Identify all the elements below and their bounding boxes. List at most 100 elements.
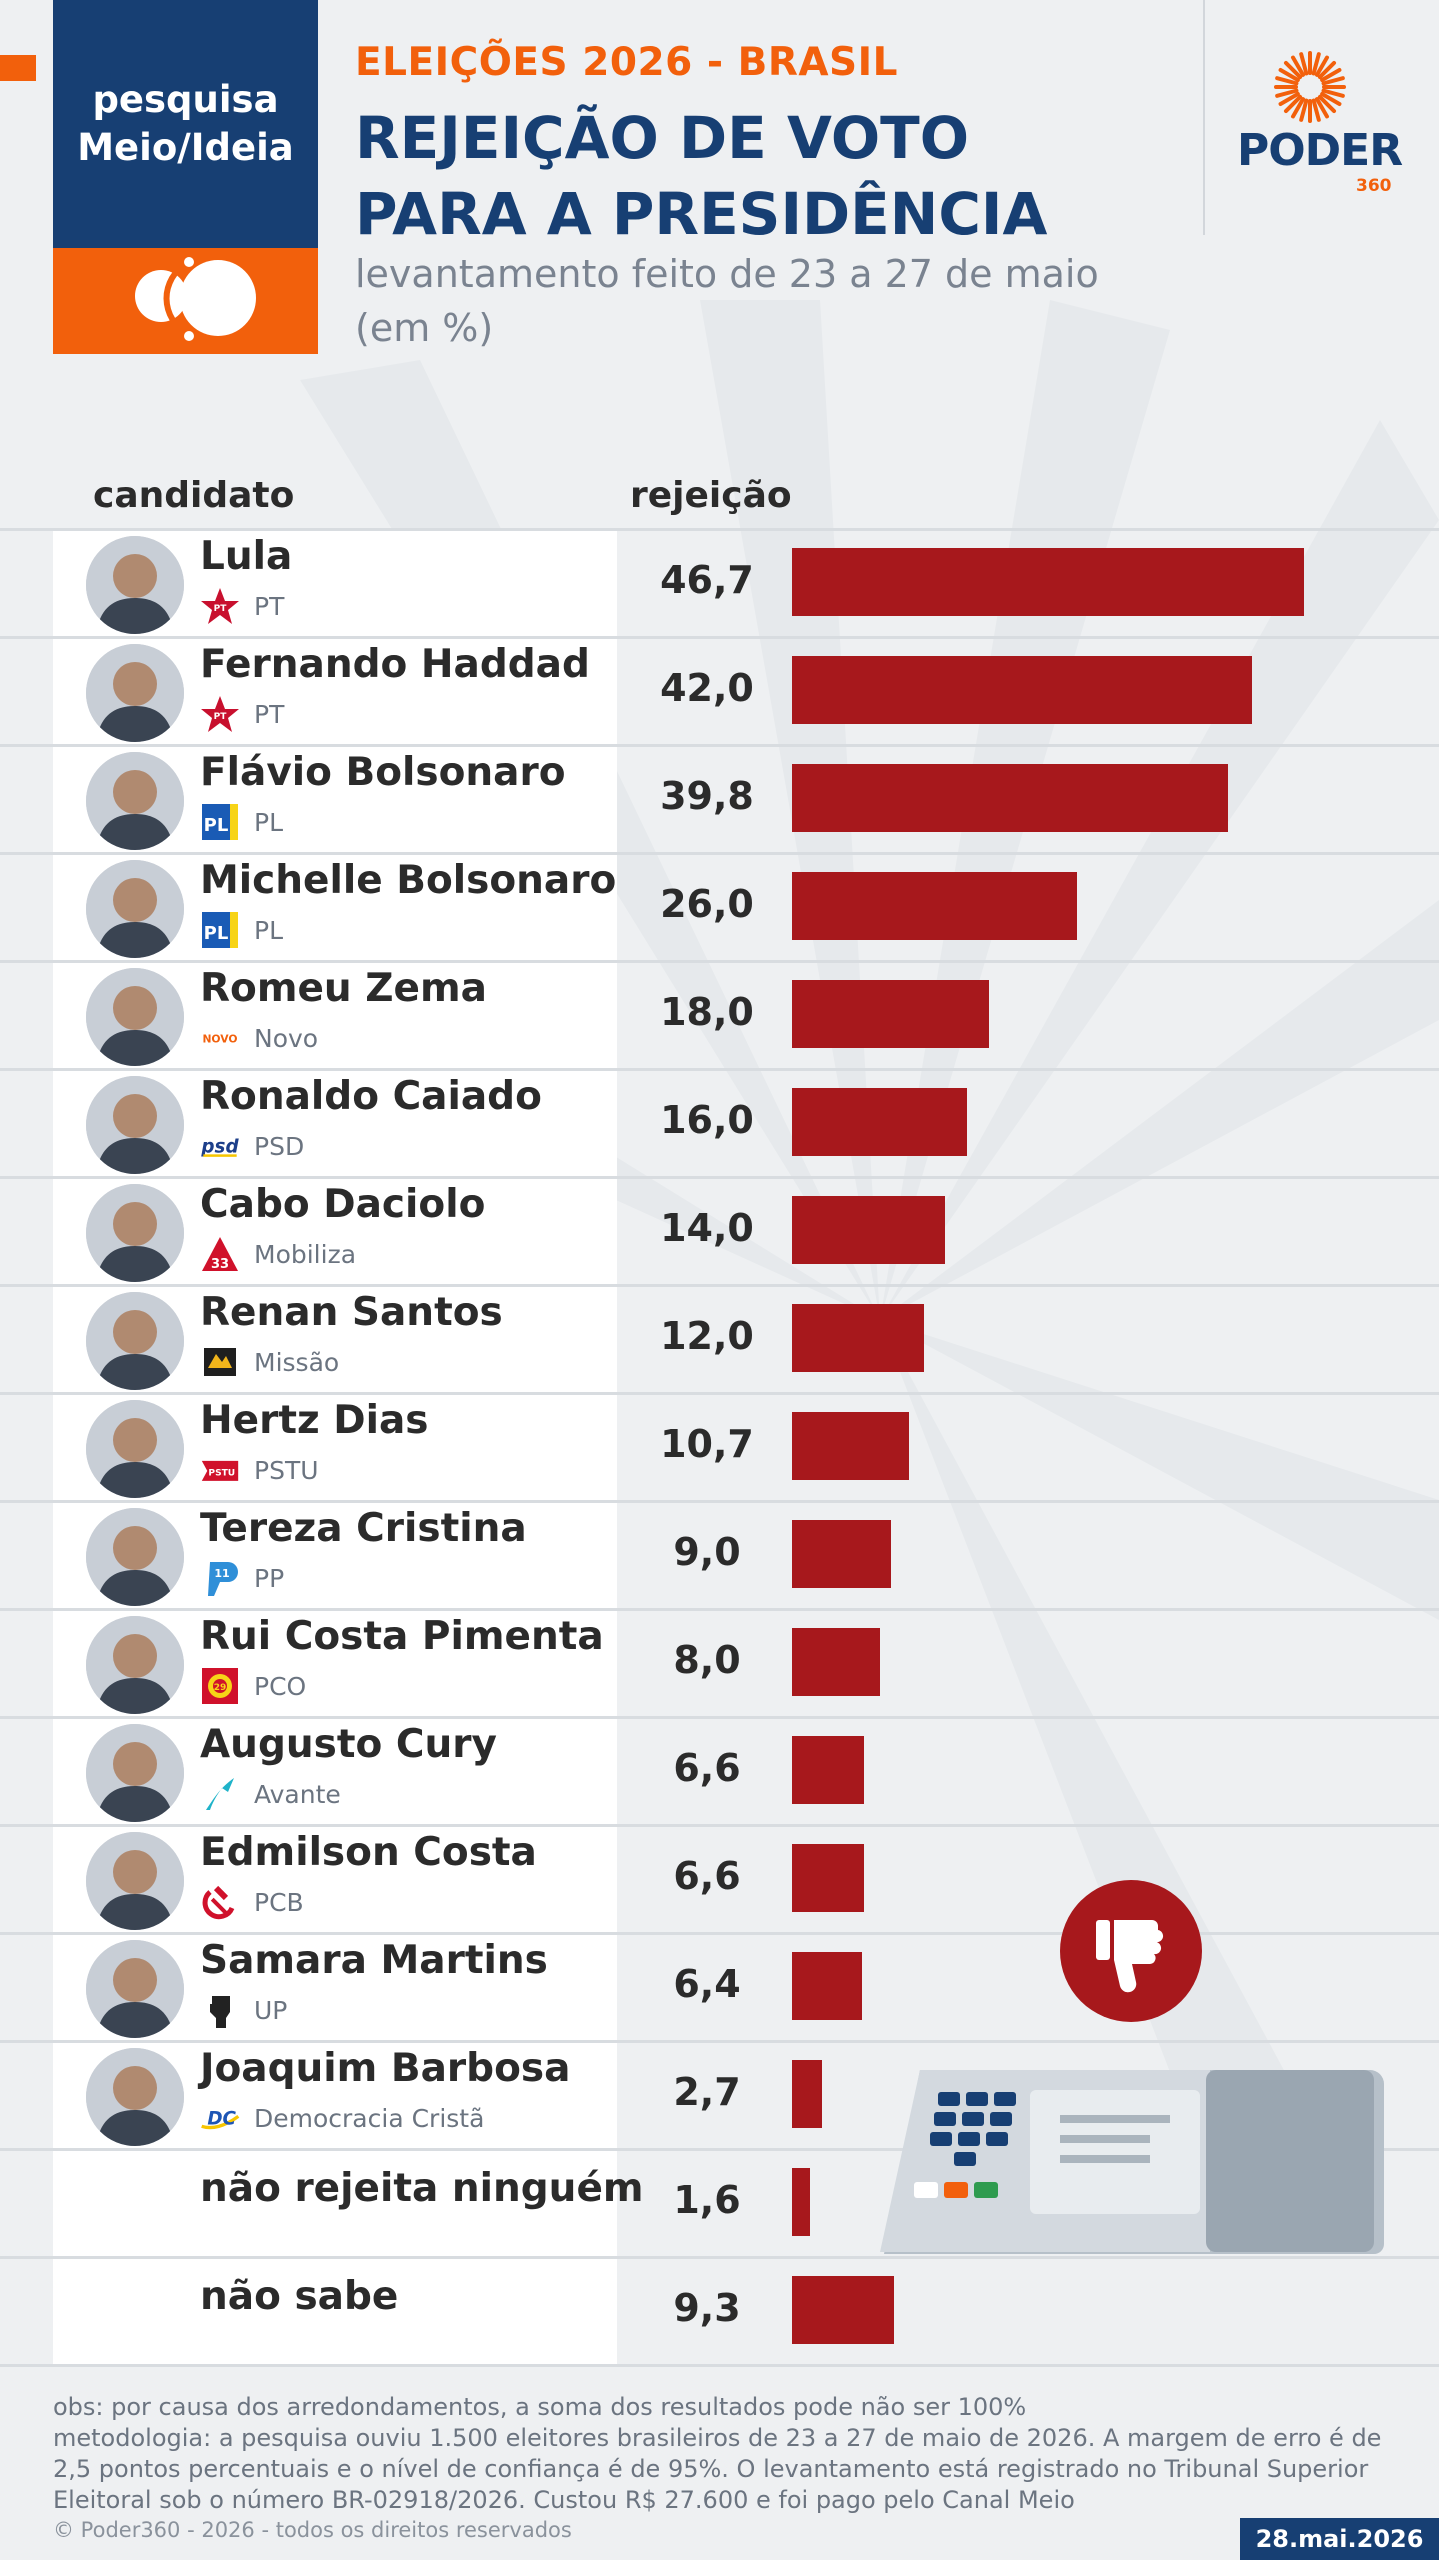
data-label: 9,3 [673,2286,741,2330]
row-divider [0,2256,1439,2259]
party-info: PT PT [200,586,284,626]
candidate-name: Fernando Haddad [200,642,590,687]
candidate-avatar [86,1400,184,1498]
raised-fist-icon [200,1990,240,2030]
table-row: Fernando Haddad PT PT 42,0 [0,636,1439,746]
candidate-name: Romeu Zema [200,966,487,1011]
row-divider [0,1392,1439,1395]
party-info: DC Democracia Cristã [200,2098,484,2138]
party-name: PSD [254,1131,305,1161]
missao-logo-icon [200,1342,240,1382]
poder-logo-number: 360 [1356,176,1392,196]
table-row: não sabe 9,3 [0,2256,1439,2366]
column-header-rejection: rejeição [630,475,792,516]
svg-text:DC: DC [207,2109,236,2130]
candidate-avatar [86,968,184,1066]
party-info: UP [200,1990,287,2030]
person-icon [86,1508,184,1606]
data-label: 10,7 [660,1422,754,1466]
party-info: 33 Mobiliza [200,1234,356,1274]
person-icon [86,1400,184,1498]
brand-line1: pesquisa [92,78,279,121]
candidate-name: não sabe [200,2274,399,2319]
brand-line2: Meio/Ideia [77,126,294,169]
data-label: 18,0 [660,990,754,1034]
row-divider [0,744,1439,747]
data-label: 2,7 [673,2070,741,2114]
meio-ideia-brand-box: pesquisa Meio/Ideia [53,0,318,354]
candidate-name: Ronaldo Caiado [200,1074,542,1119]
title-line2: PARA A PRESIDÊNCIA [355,180,1048,248]
party-name: PL [254,807,284,837]
bar [792,1088,967,1156]
person-icon [86,1940,184,2038]
subtitle-line2: (em %) [355,306,494,350]
data-label: 46,7 [660,558,754,602]
party-name: Mobiliza [254,1239,357,1269]
table-row: Samara Martins UP 6,4 [0,1932,1439,2042]
party-info: 11 PP [200,1558,284,1598]
data-label: 9,0 [673,1530,741,1574]
table-row: Cabo Daciolo 33 Mobiliza 14,0 [0,1176,1439,1286]
person-icon [86,1724,184,1822]
pl-square-icon: PL [200,910,240,950]
pt-star-icon: PT [200,694,240,734]
brand-label: pesquisa Meio/Ideia [53,0,318,248]
party-info: NOVO Novo [200,1018,318,1058]
bar [792,2276,894,2344]
row-divider [0,1500,1439,1503]
data-label: 16,0 [660,1098,754,1142]
speech-bubbles-icon [135,257,256,341]
pco-gear-icon: 29 [200,1666,240,1706]
party-info: Avante [200,1774,341,1814]
bar [792,1628,880,1696]
bar [792,2168,810,2236]
candidate-avatar [86,1076,184,1174]
row-divider [0,1068,1439,1071]
data-label: 26,0 [660,882,754,926]
data-label: 1,6 [673,2178,741,2222]
row-divider [0,852,1439,855]
subtitle-line1: levantamento feito de 23 a 27 de maio [355,252,1099,296]
data-label: 14,0 [660,1206,754,1250]
bar [792,1304,924,1372]
row-divider [0,1284,1439,1287]
candidate-avatar [86,1616,184,1714]
party-info: PSTU PSTU [200,1450,319,1490]
candidate-name: Flávio Bolsonaro [200,750,566,795]
table-row: Rui Costa Pimenta 29 PCO 8,0 [0,1608,1439,1718]
party-info: PL PL [200,802,283,842]
page-title: REJEIÇÃO DE VOTO PARA A PRESIDÊNCIA [355,100,1047,252]
candidate-avatar [86,1832,184,1930]
thumbs-down-badge [1060,1880,1202,2022]
party-name: PL [254,915,284,945]
data-label: 6,4 [673,1962,741,2006]
title-line1: REJEIÇÃO DE VOTO [355,104,970,172]
footnotes: obs: por causa dos arredondamentos, a so… [53,2392,1393,2516]
brand-orange-panel [53,248,318,354]
novo-logo-icon: NOVO [200,1018,240,1058]
party-name: Novo [254,1023,319,1053]
party-name: Democracia Cristã [254,2103,485,2133]
table-row: Michelle Bolsonaro PL PL 26,0 [0,852,1439,962]
party-name: PT [254,699,285,729]
candidate-name: Samara Martins [200,1938,548,1983]
poder-logo-word: PODER [1237,125,1403,176]
party-name: PSTU [254,1455,319,1485]
dc-logo-icon: DC [200,2098,240,2138]
data-label: 6,6 [673,1746,741,1790]
candidate-name: Hertz Dias [200,1398,429,1443]
party-info: PL PL [200,910,283,950]
note-rounding: obs: por causa dos arredondamentos, a so… [53,2393,1027,2421]
table-row: Tereza Cristina 11 PP 9,0 [0,1500,1439,1610]
row-divider [0,2148,1439,2151]
candidate-name: Lula [200,534,293,579]
party-info: Missão [200,1342,339,1382]
bar [792,1844,864,1912]
poder360-sun-icon [1274,51,1346,123]
svg-text:PT: PT [214,604,228,614]
person-icon [86,1616,184,1714]
column-header-candidate: candidato [93,475,295,516]
date-badge: 28.mai.2026 [1240,2518,1439,2560]
candidate-name: Joaquim Barbosa [200,2046,571,2091]
